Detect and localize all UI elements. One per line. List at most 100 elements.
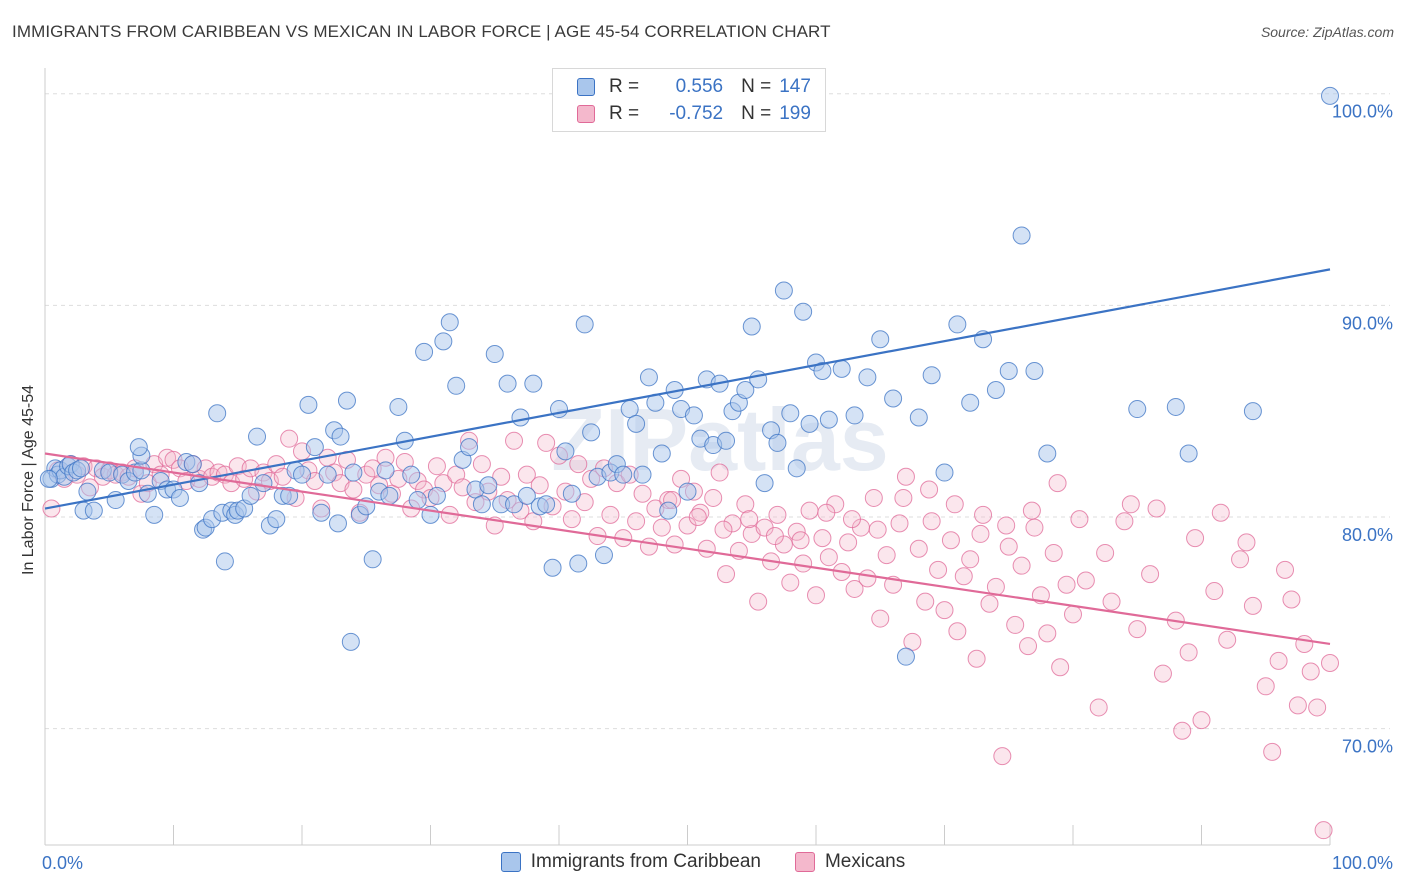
mexicans-point [1243,596,1262,615]
mexicans-point [1237,533,1256,552]
mexicans-point [845,579,864,598]
caribbean-point [389,397,408,416]
caribbean-point [813,361,832,380]
caribbean-point [678,482,697,501]
mexicans-point [1205,582,1224,601]
caribbean-point [787,459,806,478]
caribbean-point [363,550,382,569]
caribbean-point [376,461,395,480]
caribbean-point [440,313,459,332]
legend-swatch-blue [577,78,595,96]
caribbean-point [280,486,299,505]
mexicans-point [993,747,1012,766]
mexicans-point [929,560,948,579]
caribbean-point [129,438,148,457]
caribbean-point [39,469,58,488]
source-label: Source: ZipAtlas.com [1260,24,1394,40]
mexicans-point [749,592,768,611]
mexicans-point [974,505,993,524]
mexicans-point [1288,696,1307,715]
mexicans-point [1218,630,1237,649]
mexicans-point [817,503,836,522]
caribbean-point [845,406,864,425]
caribbean-point [183,455,202,474]
caribbean-point [1243,402,1262,421]
bottom-legend-caribbean: Immigrants from Caribbean [500,851,761,873]
mexicans-point [1173,721,1192,740]
mexicans-point [575,493,594,512]
mexicans-point [1102,592,1121,611]
x-tick-label: 100.0% [1332,853,1393,873]
mexicans-point [1263,742,1282,761]
mexicans-point [1057,575,1076,594]
caribbean-point [575,315,594,334]
caribbean-point [594,546,613,565]
mexicans-point [1141,565,1160,584]
mexicans-point [537,433,556,452]
mexicans-point [688,507,707,526]
caribbean-point [337,391,356,410]
y-tick-label: 70.0% [1342,737,1393,757]
caribbean-point [331,427,350,446]
legend-swatch-pink [577,105,595,123]
caribbean-point [524,374,543,393]
mexicans-point [948,622,967,641]
caribbean-point [267,510,286,529]
caribbean-point [1321,86,1339,105]
mexicans-point [740,510,759,529]
bottom-legend-swatch-blue [500,852,521,872]
caribbean-point [543,558,562,577]
mexicans-point [787,522,806,541]
mexicans-point [427,457,446,476]
y-tick-label: 90.0% [1342,313,1393,333]
caribbean-point [659,501,678,520]
mexicans-point [1186,529,1205,548]
caribbean-point [1025,361,1044,380]
caribbean-point [434,332,453,351]
mexicans-point [562,510,581,529]
mexicans-point [971,524,990,543]
mexicans-point [877,546,896,565]
mexicans-point [1038,624,1057,643]
mexicans-point [1256,677,1275,696]
mexicans-point [158,448,177,467]
caribbean-point [614,465,633,484]
mexicans-point [665,535,684,554]
caribbean-point [485,345,504,364]
mexicans-point [633,484,652,503]
bottom-legend: Immigrants from Caribbean Mexicans [0,851,1406,873]
mexicans-point [800,501,819,520]
mexicans-point [1064,605,1082,624]
y-tick-label: 80.0% [1342,525,1393,545]
mexicans-point [344,480,363,499]
mexicans-point [714,520,733,539]
mexicans-point [781,573,800,592]
caribbean-point [1128,400,1147,419]
mexicans-point [890,514,909,533]
mexicans-point [1314,821,1333,840]
caribbean-point [736,381,755,400]
caribbean-point [312,503,331,522]
caribbean-point [299,395,318,414]
mexicans-point [768,505,787,524]
mexicans-point [1089,698,1108,717]
mexicans-point [920,480,939,499]
mexicans-point [1301,662,1320,681]
mexicans-point [896,467,915,486]
legend: R = 0.556 N = 147 R = -0.752 N = 199 [552,68,826,132]
caribbean-point [254,474,273,493]
mexicans-point [601,505,620,524]
mexicans-point [472,455,491,474]
mexicans-point [819,548,838,567]
caribbean-point [1038,444,1057,463]
mexicans-point [765,527,784,546]
caribbean-point [935,463,954,482]
y-tick-label: 100.0% [1332,102,1393,122]
mexicans-point [794,554,813,573]
caribbean-point [755,474,774,493]
caribbean-point [170,488,189,507]
caribbean-point [472,495,491,514]
mexicans-point [791,531,810,550]
caribbean-point [684,406,703,425]
